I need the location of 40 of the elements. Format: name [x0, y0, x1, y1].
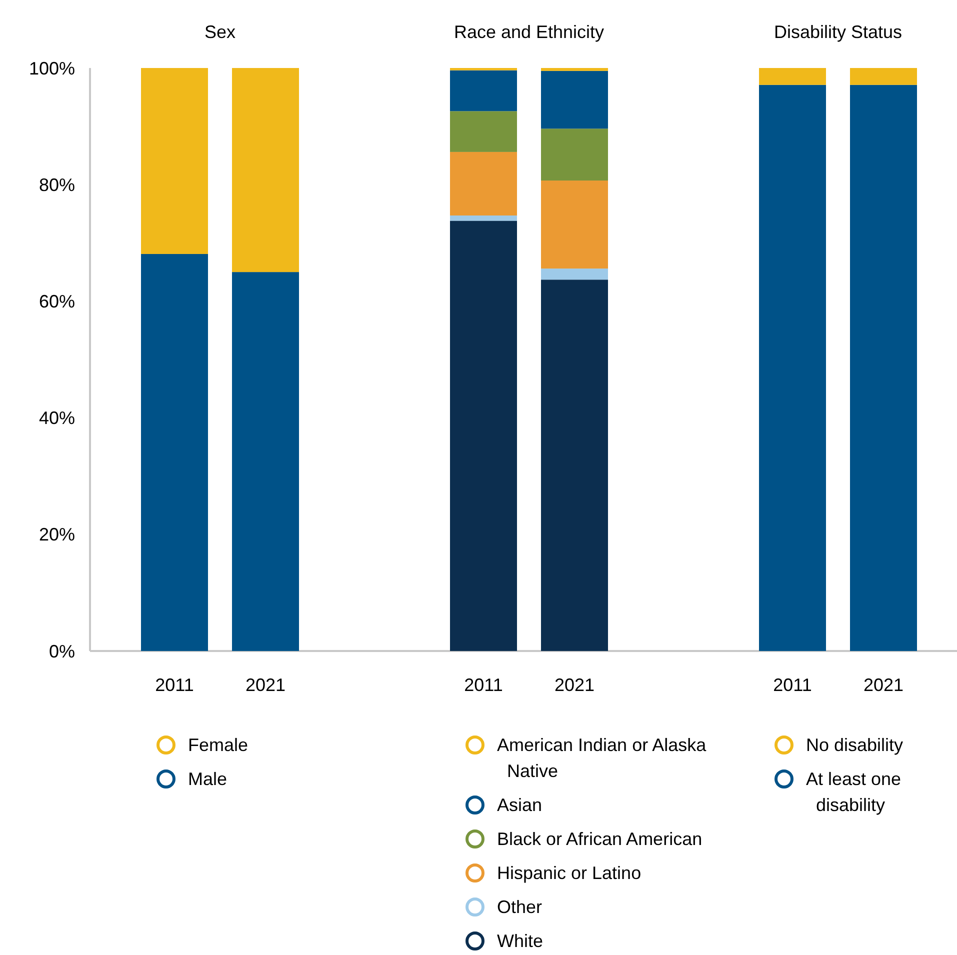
bar [541, 280, 608, 651]
legend-label: Asian [497, 795, 542, 815]
legend-label: American Indian or Alaska Native [497, 735, 708, 781]
bar [541, 180, 608, 269]
legend-label: White [497, 931, 544, 951]
bar [541, 70, 608, 129]
legend-label: Black or African American [497, 829, 702, 849]
x-tick-label: 2011 [773, 675, 812, 695]
bar [450, 111, 517, 152]
legend-label: Hispanic or Latino [497, 863, 642, 883]
bar [450, 70, 517, 112]
chart-title: Race and Ethnicity [454, 22, 604, 42]
bar [450, 220, 517, 651]
bar [232, 68, 299, 272]
bar [232, 272, 299, 651]
chart-title: Sex [204, 22, 236, 42]
chart-title: Disability Status [774, 22, 902, 42]
y-tick-label: 20% [38, 524, 75, 545]
legend-label: At least one disability [806, 769, 902, 815]
x-tick-label: 2021 [554, 675, 595, 695]
y-tick-label: 100% [28, 58, 75, 78]
bar [141, 68, 208, 254]
legend-label: Other [497, 897, 542, 917]
x-tick-label: 2021 [245, 675, 286, 695]
x-tick-label: 2011 [155, 675, 194, 695]
y-tick-label: 80% [38, 174, 75, 195]
legend-label: Male [188, 769, 228, 789]
legend-label: Female [188, 735, 248, 755]
x-tick-label: 2011 [464, 675, 503, 695]
bar [541, 128, 608, 181]
bar [541, 68, 608, 71]
bar [141, 254, 208, 651]
bar [450, 152, 517, 216]
bar [541, 268, 608, 280]
y-tick-label: 0% [48, 641, 75, 662]
bar [450, 216, 517, 221]
y-tick-label: 40% [38, 408, 75, 428]
x-tick-label: 2021 [863, 675, 904, 695]
y-tick-label: 60% [38, 292, 75, 312]
legend-label: No disability [806, 735, 904, 755]
